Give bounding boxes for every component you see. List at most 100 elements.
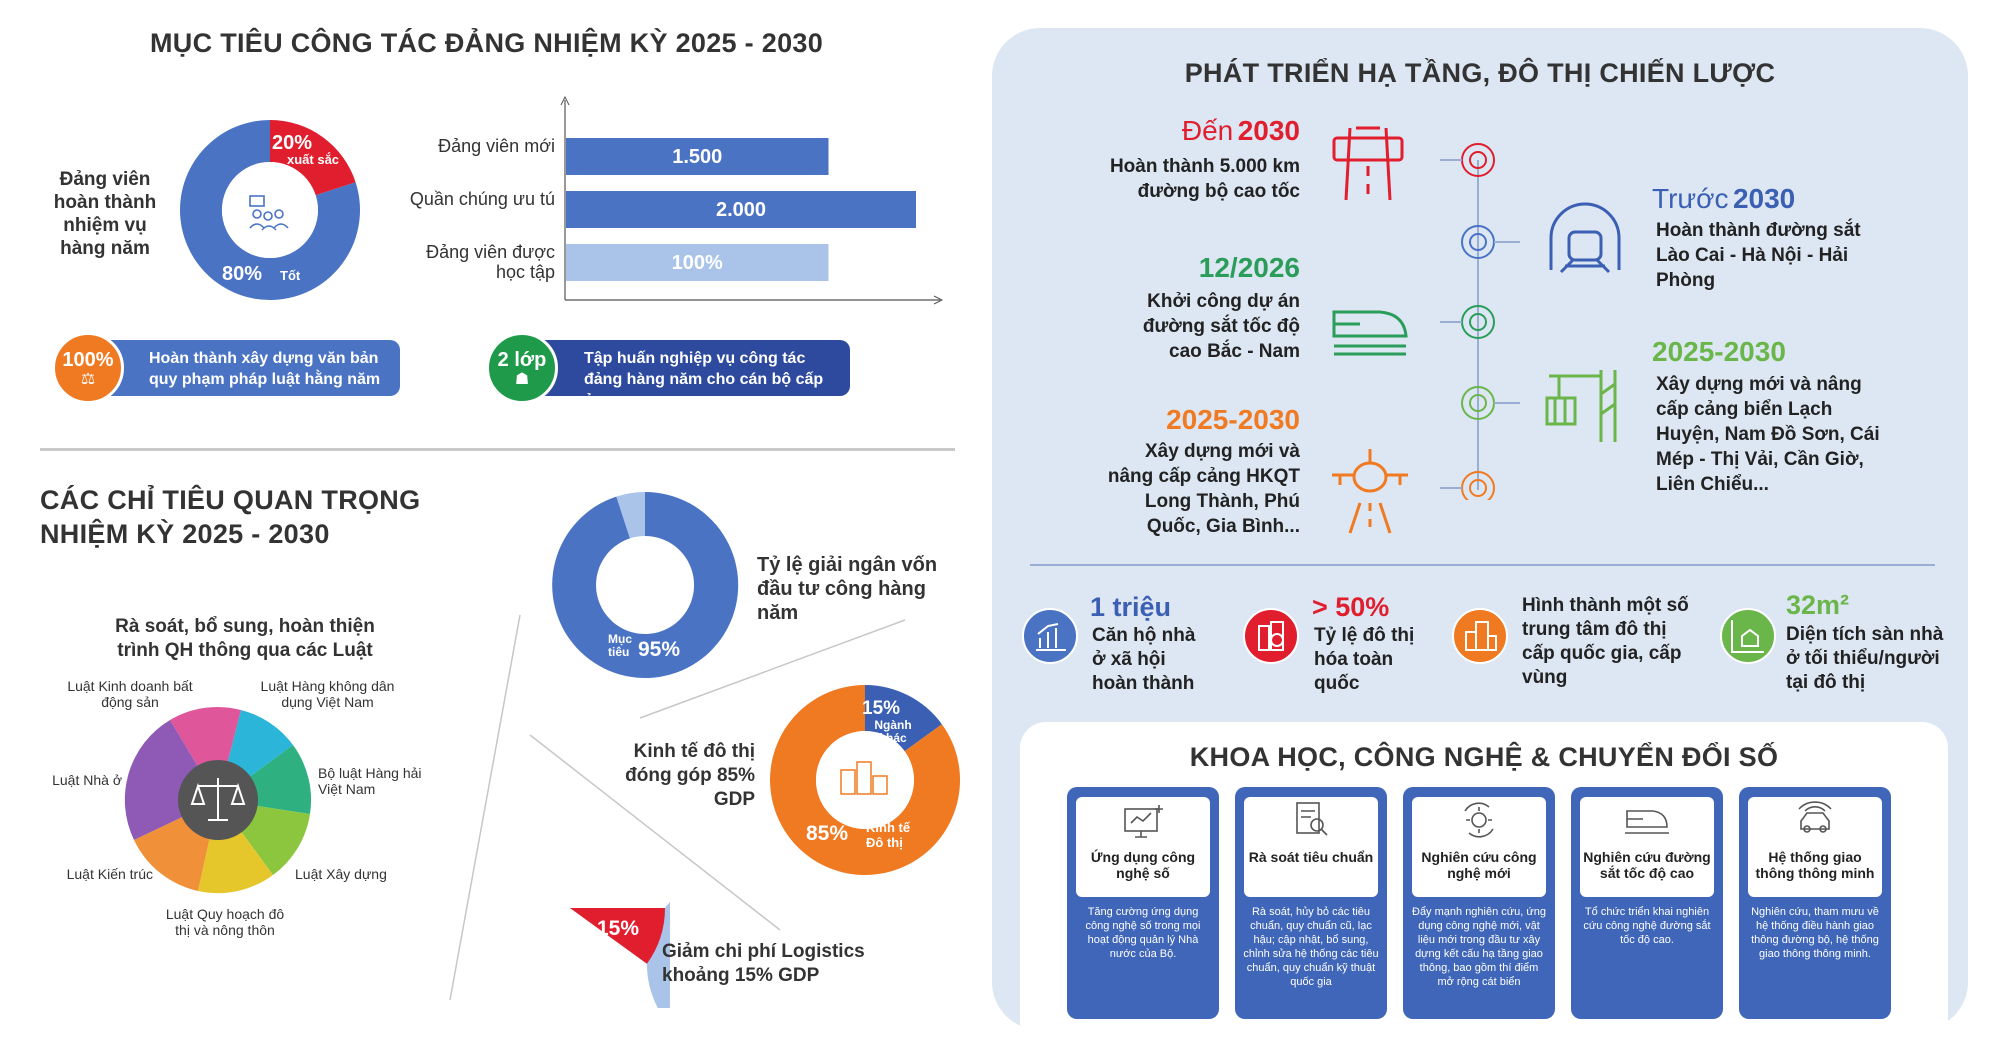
science-card-hsr: Nghiên cứu đường sắt tốc độ cao Tổ chức … [1571, 787, 1723, 1019]
urban-main-slice [770, 685, 961, 875]
donut-slice-good [180, 120, 361, 300]
law-maritime: Bộ luật Hàng hải Việt Nam [318, 765, 422, 797]
training-pill: Tập huấn nghiệp vụ công tác đảng hàng nă… [530, 340, 850, 409]
members-donut-chart [180, 120, 361, 300]
urban-other-lbl: Ngành khác [874, 718, 912, 745]
science-title: KHOA HỌC, CÔNG NGHỆ & CHUYỂN ĐỔI SỐ [1189, 742, 1779, 772]
tl1-year: Đến 2030 [1080, 115, 1300, 147]
people-icon [249, 195, 289, 231]
tl1-text: Hoàn thành 5.000 km đường bộ cao tốc [1109, 156, 1300, 202]
law-realestate: Luật Kinh doanh bất động sản [67, 678, 193, 710]
training-badge-text: 2 lớp [497, 349, 547, 371]
divider-diagonal-left [449, 614, 521, 1001]
card-research-title: Nghiên cứu công nghệ mới [1421, 849, 1537, 881]
stat4-value: 32m² [1786, 590, 1850, 620]
smart-car-icon [1798, 801, 1832, 833]
scales-center-icon [190, 778, 246, 821]
tl2-year: Trước 2030 [1652, 183, 1912, 215]
science-card-standards: Rà soát tiêu chuẩn Rà soát, hủy bỏ các t… [1235, 787, 1387, 1019]
stat3-text: Hình thành một số trung tâm đô thị cấp q… [1522, 595, 1689, 688]
training-badge: 2 lớp ☗ [486, 332, 558, 404]
card-hsr-title: Nghiên cứu đường sắt tốc độ cao [1583, 849, 1711, 881]
key-targets-title-line1: CÁC CHỈ TIÊU QUAN TRỌNG [40, 485, 421, 515]
card-digital-top: Ứng dụng công nghệ số [1076, 797, 1210, 897]
logistics-pie-chart [570, 901, 670, 1008]
disbursement-main-slice [552, 491, 739, 678]
seaport-crane-icon [1545, 370, 1617, 442]
teacher-icon: ☗ [514, 371, 530, 388]
tl1-year-value: 2030 [1237, 115, 1300, 146]
science-card-digital: Ứng dụng công nghệ số Tăng cường ứng dụn… [1067, 787, 1219, 1019]
tl2-year-prefix: Trước [1652, 183, 1729, 214]
city-center-icon [1452, 608, 1508, 664]
stat2-value: > 50% [1312, 592, 1390, 622]
laws-heading: Rà soát, bổ sung, hoàn thiện trình QH th… [60, 615, 430, 663]
document-search-icon [1296, 802, 1328, 836]
laws-heading-line1: Rà soát, bổ sung, hoàn thiện [115, 616, 375, 637]
train-icon [1625, 810, 1669, 834]
stat2-text: Tỷ lệ đô thị hóa toàn quốc [1314, 625, 1415, 694]
tl3-text: Khởi công dự án đường sắt tốc độ cao Bắc… [1142, 291, 1300, 362]
disbursement-pct: 95% [638, 638, 681, 661]
airport-plane-icon [1332, 449, 1408, 534]
law-housing: Luật Nhà ở [52, 772, 122, 788]
card-research-body: Đẩy mạnh nghiên cứu, ứng dụng công nghệ … [1412, 906, 1546, 988]
bar-0 [566, 138, 829, 175]
monitor-plus-icon [1124, 805, 1163, 838]
donut-pct-excellent: 20% [272, 132, 313, 154]
card-hsr-body: Tổ chức triển khai nghiên cứu công nghệ … [1583, 906, 1711, 946]
infra-divider [1030, 564, 1935, 566]
card-standards-title: Rà soát tiêu chuẩn [1248, 849, 1374, 865]
legal-docs-pill: Hoàn thành xây dựng văn bản quy phạm phá… [95, 340, 400, 396]
bar-2 [566, 244, 829, 281]
bar-value-0: 1.500 [672, 146, 722, 168]
urban-other-pct: 15% [862, 698, 901, 719]
tl5-year: 2025-2030 [1166, 404, 1300, 435]
bar-label-new-members: Đảng viên mới [438, 136, 555, 156]
disbursement-donut-chart [552, 491, 739, 678]
donut-lbl-excellent: xuất sắc [287, 152, 340, 167]
urban-center [816, 731, 914, 829]
bar-value-1: 2.000 [716, 199, 766, 221]
law-architecture: Luật Kiến trúc [66, 866, 153, 882]
card-standards-top: Rà soát tiêu chuẩn [1244, 797, 1378, 897]
highway-icon [1332, 126, 1404, 201]
stat4-text: Diện tích sàn nhà ở tối thiểu/người tại … [1786, 624, 1944, 693]
stat1-value: 1 triệu [1090, 592, 1172, 622]
high-speed-train-icon [1332, 310, 1408, 356]
bar-x-arrow [933, 295, 944, 305]
floor-area-icon [1720, 608, 1776, 664]
urban-percent-icon [1243, 608, 1299, 664]
urban-main-pct: 85% [806, 822, 849, 845]
bar-1 [566, 191, 916, 228]
card-standards-body: Rà soát, hủy bỏ các tiêu chuẩn, quy chuẩ… [1243, 906, 1379, 988]
divider-diagonal-upper [639, 619, 906, 719]
divider-diagonal-lower [529, 734, 781, 931]
urban-economy-donut-chart [770, 685, 961, 875]
law-construction: Luật Xây dựng [295, 866, 387, 882]
tl2-text: Hoàn thành đường sắt Lào Cai - Hà Nội - … [1656, 220, 1861, 291]
disbursement-text: Tỷ lệ giải ngân vốn đầu tư công hàng năm [757, 554, 938, 624]
stat1-text: Căn hộ nhà ở xã hội hoàn thành [1092, 625, 1196, 694]
key-targets-title: CÁC CHỈ TIÊU QUAN TRỌNG NHIỆM KỲ 2025 - … [40, 483, 420, 551]
buildings-icon [840, 761, 888, 795]
key-targets-title-line2: NHIỆM KỲ 2025 - 2030 [40, 519, 330, 549]
card-hsr-top: Nghiên cứu đường sắt tốc độ cao [1580, 797, 1714, 897]
chart-growth-icon [1022, 608, 1078, 664]
donut-center [222, 162, 318, 258]
donut-slice-excellent [270, 120, 356, 196]
law-planning: Luật Quy hoạch đô thị và nông thôn [165, 906, 285, 938]
indicator-dividers [449, 614, 906, 1001]
donut-pct-good: 80% [222, 263, 263, 285]
gear-cycle-icon [1464, 802, 1494, 838]
card-digital-title: Ứng dụng công nghệ số [1090, 849, 1196, 881]
members-bar-chart: 1.500 2.000 100% [560, 95, 944, 305]
infra-timeline [1440, 143, 1520, 500]
tl4-text: Xây dựng mới và nâng cấp cảng biển Lạch … [1656, 374, 1880, 495]
logistics-pct: 15% [597, 917, 640, 940]
tl4-year: 2025-2030 [1652, 336, 1786, 367]
infra-title: PHÁT TRIỂN HẠ TẦNG, ĐÔ THỊ CHIẾN LƯỢC [1184, 58, 1776, 88]
bar-y-arrow [560, 95, 570, 106]
urban-other-slice [865, 685, 942, 752]
logistics-main-slice [570, 908, 665, 964]
